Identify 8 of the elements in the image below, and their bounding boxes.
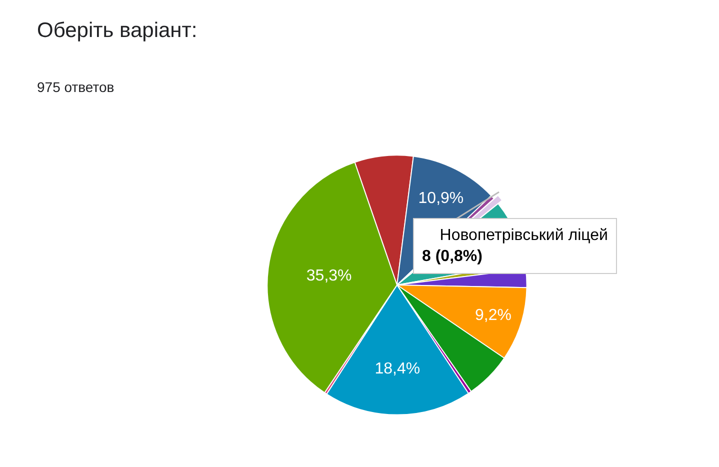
data-label: 35,3% [306, 268, 352, 285]
data-label: 18,4% [374, 360, 420, 378]
slice-label: Новопетрівський ліцей [422, 227, 608, 244]
text: 8 (0,8%) [422, 248, 482, 265]
data-label: 10,9% [418, 190, 464, 207]
data-label: 9,2% [474, 307, 512, 324]
text: 975 ответов [37, 79, 114, 95]
chart-title: Оберіть варіант: [37, 19, 198, 42]
